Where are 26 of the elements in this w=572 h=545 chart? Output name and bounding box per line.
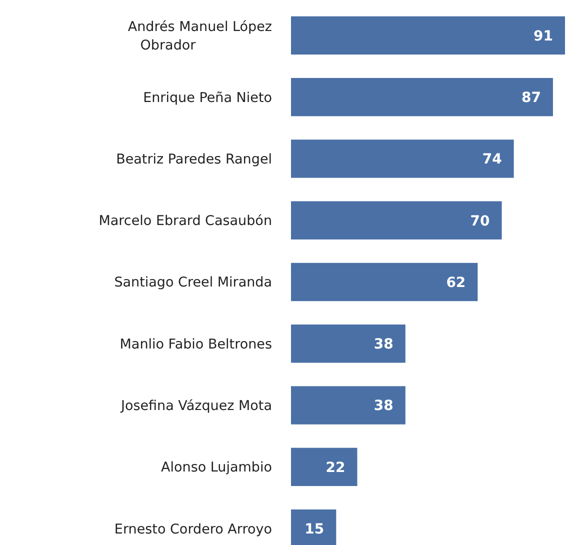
data-label: 87 xyxy=(521,90,541,106)
y-tick-label: Alonso Lujambio xyxy=(161,460,272,476)
y-tick-label: Andrés Manuel López Obrador xyxy=(128,19,272,54)
data-label: 38 xyxy=(374,336,394,353)
data-label: 74 xyxy=(482,152,502,168)
y-tick-label: Enrique Peña Nieto xyxy=(143,90,272,106)
data-label: 38 xyxy=(374,398,394,414)
y-tick-label: Josefina Vázquez Mota xyxy=(120,398,272,414)
bar xyxy=(291,386,406,424)
y-tick-label: Marcelo Ebrard Casaubón xyxy=(98,213,272,230)
data-label: 15 xyxy=(304,521,324,538)
data-label: 91 xyxy=(534,28,553,44)
bar xyxy=(291,78,553,116)
data-label: 22 xyxy=(326,460,346,476)
data-label: 62 xyxy=(446,274,466,291)
bar xyxy=(291,140,514,178)
bar xyxy=(291,16,565,55)
y-tick-label: Ernesto Cordero Arroyo xyxy=(114,521,272,538)
y-tick-label: Santiago Creel Miranda xyxy=(114,274,272,291)
bar xyxy=(291,262,478,302)
y-tick-label: Manlio Fabio Beltrones xyxy=(120,336,272,352)
data-label: 70 xyxy=(470,213,490,230)
bar xyxy=(291,201,502,240)
bar xyxy=(291,448,358,486)
bar xyxy=(291,324,406,363)
y-tick-label: Beatriz Paredes Rangel xyxy=(116,151,272,168)
